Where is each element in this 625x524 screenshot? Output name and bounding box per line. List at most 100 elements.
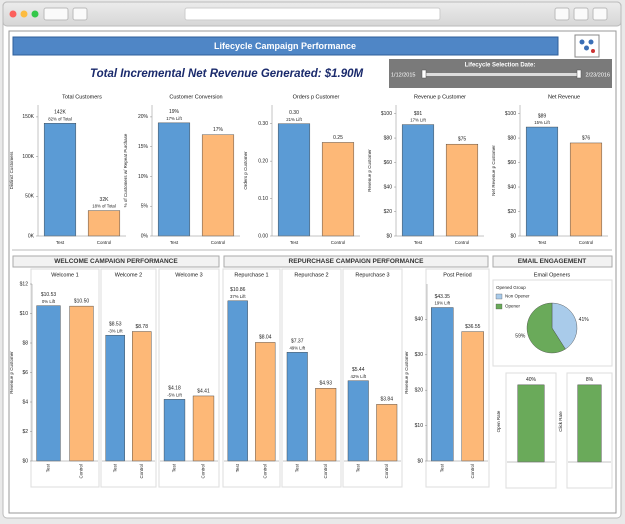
bar xyxy=(69,305,94,462)
y-tick-label: $30 xyxy=(415,352,424,358)
download-button[interactable] xyxy=(554,7,570,21)
value-label: $8.04 xyxy=(259,335,272,341)
logo xyxy=(574,34,600,58)
x-tick-label: Test xyxy=(170,240,179,245)
address-bar[interactable] xyxy=(184,7,441,21)
legend-swatch xyxy=(495,293,503,300)
date-end: 2/23/2016 xyxy=(586,72,610,78)
date-slider-track[interactable] xyxy=(423,73,578,76)
close-button[interactable] xyxy=(9,10,17,18)
headline: Total Incremental Net Revenue Generated:… xyxy=(90,68,364,80)
bar xyxy=(227,300,248,462)
value-label: 142K xyxy=(54,110,66,116)
bar xyxy=(201,134,235,237)
bar xyxy=(347,380,369,462)
annotation: 15% Lift xyxy=(534,120,550,125)
date-slider-handle[interactable] xyxy=(576,69,582,79)
share-button[interactable] xyxy=(573,7,589,21)
tabs-button[interactable] xyxy=(592,7,608,21)
y-axis-label: Distinct Customers xyxy=(9,151,14,190)
y-tick-label: $60 xyxy=(508,160,517,166)
annotation: -5% Lift xyxy=(167,392,182,397)
bar xyxy=(286,352,308,462)
value-label: $4.93 xyxy=(319,381,332,387)
chart-title: Repurchase 1 xyxy=(234,272,268,278)
annotation: 37% Lift xyxy=(230,294,246,299)
bar xyxy=(445,143,479,237)
y-tick-label: $40 xyxy=(384,184,393,190)
value-label: $7.37 xyxy=(291,339,304,345)
x-tick-label: Test xyxy=(56,240,65,245)
y-axis-label: Revenue p Customer xyxy=(367,149,372,192)
bar xyxy=(376,404,398,462)
y-tick-label: $20 xyxy=(384,209,393,215)
annotation: 82% of Total xyxy=(48,116,72,121)
value-label: $75 xyxy=(458,137,467,143)
y-axis-label: Click Rate xyxy=(558,411,563,432)
value-label: $76 xyxy=(582,135,591,141)
x-tick-label: Test xyxy=(46,463,51,472)
y-tick-label: 100K xyxy=(22,154,34,160)
section-header xyxy=(12,255,220,268)
panel xyxy=(158,268,220,488)
value-label: $4.18 xyxy=(168,386,181,392)
y-tick-label: 0.30 xyxy=(258,121,268,127)
x-tick-label: Control xyxy=(79,464,84,479)
value-label: 0.30 xyxy=(289,110,299,116)
bar xyxy=(277,123,311,237)
panel xyxy=(281,268,342,488)
y-tick-label: $6 xyxy=(22,370,28,376)
nav-buttons[interactable] xyxy=(43,7,69,21)
annotation: 42% Lift xyxy=(350,374,366,379)
bar xyxy=(163,399,186,462)
sidebar-button[interactable] xyxy=(72,7,88,21)
y-tick-label: 150K xyxy=(22,114,34,120)
zoom-button[interactable] xyxy=(31,10,39,18)
date-filter-label: Lifecycle Selection Date: xyxy=(465,63,536,69)
bar xyxy=(321,142,355,237)
value-label: $8.53 xyxy=(109,322,122,328)
value-label: $10.50 xyxy=(74,298,90,304)
pie-slice xyxy=(526,302,566,354)
bar xyxy=(569,142,603,237)
y-tick-label: $2 xyxy=(22,429,28,435)
x-tick-label: Test xyxy=(172,463,177,472)
legend-title: Opened Group xyxy=(496,285,526,290)
legend-label: Opener xyxy=(505,304,521,309)
chart-title: Post Period xyxy=(443,272,471,278)
minimize-button[interactable] xyxy=(20,10,28,18)
x-tick-label: Test xyxy=(235,463,240,472)
y-tick-label: $0 xyxy=(417,458,423,464)
annotation: 18% of Total xyxy=(92,204,116,209)
annotation: 0% Lift xyxy=(42,299,56,304)
x-tick-label: Control xyxy=(384,464,389,479)
x-tick-label: Test xyxy=(538,240,547,245)
section-title: REPURCHASE CAMPAIGN PERFORMANCE xyxy=(289,258,425,265)
y-tick-label: $0 xyxy=(22,458,28,464)
x-tick-label: Control xyxy=(201,464,206,479)
x-tick-label: Test xyxy=(290,240,299,245)
y-tick-label: 15% xyxy=(138,144,149,150)
value-label: $10.53 xyxy=(41,292,57,298)
y-tick-label: $40 xyxy=(415,317,424,323)
annotation: 17% Lift xyxy=(410,118,426,123)
bar xyxy=(87,210,121,237)
chart-title: Orders p Customer xyxy=(293,94,340,100)
chart-title: Welcome 1 xyxy=(51,272,78,278)
annotation: 21% Lift xyxy=(286,117,302,122)
x-tick-label: Test xyxy=(112,463,117,472)
x-tick-label: Control xyxy=(262,464,267,479)
section-header xyxy=(492,255,613,268)
value-label: $43.35 xyxy=(435,294,451,300)
x-tick-label: Control xyxy=(470,464,475,479)
y-tick-label: $4 xyxy=(22,399,28,405)
bar xyxy=(401,124,435,237)
value-label: 41% xyxy=(579,317,590,323)
value-label: 17% xyxy=(213,127,224,133)
section-header xyxy=(223,255,489,268)
date-slider-handle[interactable] xyxy=(421,69,427,79)
y-tick-label: $80 xyxy=(508,135,517,141)
bar xyxy=(255,342,276,462)
value-label: 0.25 xyxy=(333,135,343,141)
